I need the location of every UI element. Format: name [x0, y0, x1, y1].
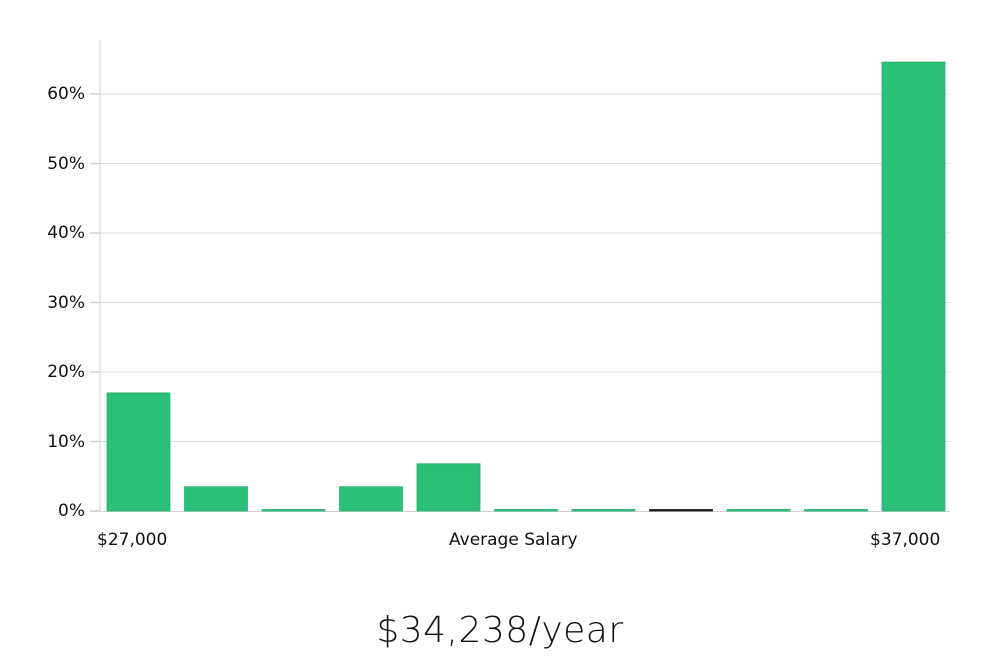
y-tick-label: 60%	[47, 84, 85, 104]
chart-plot-area	[90, 40, 950, 512]
histogram-bar	[726, 509, 791, 512]
histogram-bar	[106, 392, 171, 512]
histogram-bar	[339, 486, 403, 512]
histogram-bar	[804, 509, 868, 512]
y-tick-label: 30%	[47, 292, 85, 313]
y-tick-label: 40%	[47, 223, 85, 243]
histogram-bar	[571, 509, 636, 512]
x-axis-max-label: $37,000	[870, 530, 941, 550]
average-salary-summary: $34,238/year	[376, 610, 624, 651]
histogram-bar	[649, 509, 713, 512]
histogram-bar	[184, 486, 248, 512]
y-tick-label: 0%	[58, 501, 85, 521]
histogram-bar	[416, 463, 481, 512]
histogram-bar	[261, 509, 326, 512]
salary-histogram: 0% 10% 20% 30% 40% 50% 60% $27,000 Average Sal…	[47, 40, 950, 550]
y-tick-label: 10%	[47, 431, 85, 452]
y-tick-label: 20%	[47, 362, 85, 382]
histogram-bar	[881, 61, 946, 512]
x-axis-title: Average Salary	[449, 530, 578, 550]
histogram-bar	[494, 509, 558, 512]
y-tick-label: 50%	[47, 153, 85, 174]
x-axis-min-label: $27,000	[97, 530, 168, 550]
